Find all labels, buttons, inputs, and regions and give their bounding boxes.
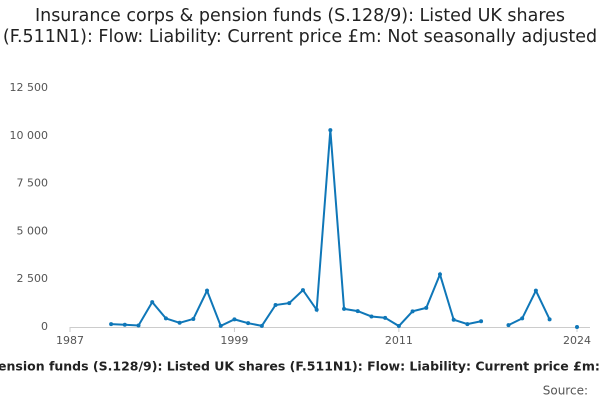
chart-title: Insurance corps & pension funds (S.128/9…	[2, 6, 598, 47]
y-tick-label: 12 500	[10, 81, 49, 94]
point	[205, 288, 210, 293]
point	[163, 316, 168, 321]
point	[547, 317, 552, 322]
point	[479, 319, 484, 324]
point	[396, 324, 401, 329]
point	[383, 315, 388, 320]
x-tick-label: 1999	[220, 334, 248, 347]
x-tick-label: 1987	[56, 334, 84, 347]
point	[232, 317, 237, 322]
point	[314, 307, 319, 312]
x-tick-label: 2024	[563, 334, 591, 347]
x-axis-label: ension funds (S.128/9): Listed UK shares…	[0, 359, 600, 374]
point	[150, 300, 155, 305]
point	[287, 301, 292, 306]
line	[111, 130, 577, 327]
point	[122, 322, 127, 327]
y-tick-label: 10 000	[10, 129, 49, 142]
point	[259, 323, 264, 328]
point	[273, 303, 278, 308]
point	[506, 323, 511, 328]
point	[369, 314, 374, 319]
x-tick-label: 2011	[385, 334, 413, 347]
point	[342, 306, 347, 311]
point	[191, 316, 196, 321]
point	[136, 323, 141, 328]
point	[218, 323, 223, 328]
point	[410, 309, 415, 314]
y-tick-label: 0	[41, 320, 48, 333]
point	[465, 322, 470, 327]
point	[437, 272, 442, 277]
point	[246, 321, 251, 326]
point	[575, 325, 579, 329]
y-tick-label: 2 500	[17, 272, 49, 285]
point	[424, 305, 429, 310]
point	[520, 316, 525, 321]
point	[177, 320, 182, 325]
y-tick-label: 7 500	[17, 177, 49, 190]
point	[109, 322, 114, 327]
point	[451, 317, 456, 322]
point	[355, 309, 360, 314]
source: Source:	[543, 384, 588, 398]
point	[328, 128, 333, 133]
y-tick-label: 5 000	[17, 224, 49, 237]
point	[533, 288, 538, 293]
point	[300, 288, 305, 293]
